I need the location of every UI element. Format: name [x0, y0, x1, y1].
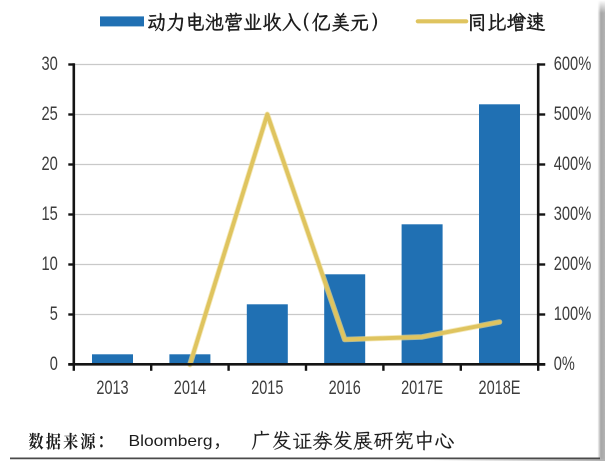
- svg-text:20: 20: [42, 154, 58, 175]
- svg-text:300%: 300%: [554, 204, 591, 225]
- svg-text:2017E: 2017E: [401, 377, 443, 399]
- svg-text:2014: 2014: [174, 377, 206, 399]
- svg-text:5: 5: [50, 304, 58, 325]
- svg-text:Bloomberg: Bloomberg: [129, 433, 213, 450]
- svg-text:2016: 2016: [329, 377, 361, 399]
- svg-text:0: 0: [50, 354, 58, 375]
- svg-text:2018E: 2018E: [479, 377, 521, 399]
- svg-text:2013: 2013: [96, 377, 128, 399]
- svg-text:400%: 400%: [554, 154, 591, 175]
- svg-text:25: 25: [42, 104, 58, 125]
- svg-text:100%: 100%: [554, 304, 591, 325]
- svg-text:200%: 200%: [554, 254, 591, 275]
- svg-text:15: 15: [42, 204, 58, 225]
- svg-text:600%: 600%: [554, 54, 591, 75]
- svg-text:0%: 0%: [554, 354, 575, 375]
- svg-text:10: 10: [42, 254, 58, 275]
- svg-text:500%: 500%: [554, 104, 591, 125]
- svg-text:2015: 2015: [251, 377, 283, 399]
- svg-text:30: 30: [42, 54, 58, 75]
